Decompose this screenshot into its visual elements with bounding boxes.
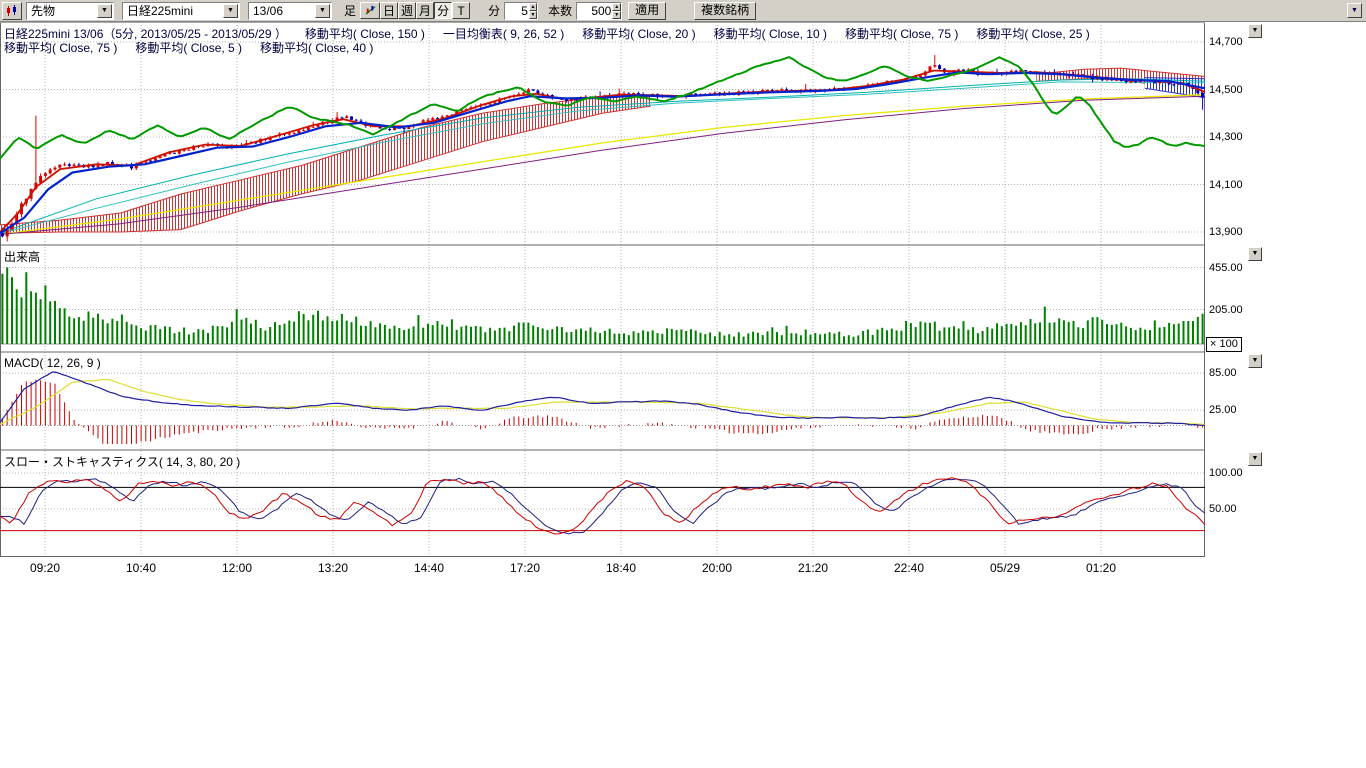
stoch-axis-label: 100.00 xyxy=(1209,467,1253,479)
time-axis-label: 14:40 xyxy=(405,561,453,575)
minute-input[interactable] xyxy=(505,3,529,19)
legend-item: 移動平均( Close, 75 ) xyxy=(845,27,958,41)
time-axis-label: 18:40 xyxy=(597,561,645,575)
price-axis-label: 14,700 xyxy=(1209,36,1253,48)
period-button-T[interactable]: T xyxy=(452,2,470,19)
chevron-down-icon[interactable]: ▼ xyxy=(97,4,112,18)
time-axis-label: 13:20 xyxy=(309,561,357,575)
spin-up-icon[interactable]: ▲ xyxy=(612,3,621,11)
chart-window-button[interactable] xyxy=(2,2,22,20)
time-axis-label: 20:00 xyxy=(693,561,741,575)
symbol-value: 日経225mini xyxy=(123,2,223,19)
volume-axis-label: 455.00 xyxy=(1209,262,1253,274)
macd-panel-label: MACD( 12, 26, 9 ) xyxy=(4,356,101,370)
time-axis-label: 17:20 xyxy=(501,561,549,575)
macd-axis-label: 85.00 xyxy=(1209,367,1253,379)
chevron-down-icon[interactable]: ▼ xyxy=(223,4,238,18)
macd-axis-label: 25.00 xyxy=(1209,404,1253,416)
period-button-月[interactable]: 月 xyxy=(416,2,434,19)
legend-item: 移動平均( Close, 25 ) xyxy=(976,27,1089,41)
time-axis-label: 22:40 xyxy=(885,561,933,575)
main-toolbar: 先物 ▼ 日経225mini ▼ 13/06 ▼ 足 日週月分T 分 ▲ ▼ 本… xyxy=(0,0,1366,22)
stoch-panel-label: スロー・ストキャスティクス( 14, 3, 80, 20 ) xyxy=(4,453,240,470)
bar-count-spinner: ▲ ▼ xyxy=(576,2,622,20)
chevron-down-icon[interactable]: ▼ xyxy=(315,4,330,18)
period-button-週[interactable]: 週 xyxy=(398,2,416,19)
period-button-分[interactable]: 分 xyxy=(434,2,452,19)
volume-panel-label: 出来高 xyxy=(4,248,40,265)
toolbar-corner-menu-button[interactable]: ▼ xyxy=(1347,3,1362,18)
legend-item: 移動平均( Close, 5 ) xyxy=(135,41,242,55)
bar-type-label: 足 xyxy=(344,2,356,19)
candle-period-icon-button[interactable] xyxy=(360,2,380,19)
price-axis-label: 14,300 xyxy=(1209,131,1253,143)
spin-down-icon[interactable]: ▼ xyxy=(529,11,537,19)
price-axis-label: 14,500 xyxy=(1209,84,1253,96)
instrument-type-select[interactable]: 先物 ▼ xyxy=(26,2,114,20)
instrument-type-value: 先物 xyxy=(27,2,97,19)
stoch-axis-label: 50.00 xyxy=(1209,503,1253,515)
volume-multiplier-badge: × 100 xyxy=(1206,337,1242,352)
time-axis-label: 21:20 xyxy=(789,561,837,575)
legend-item: 移動平均( Close, 75 ) xyxy=(4,41,117,55)
bar-count-label: 本数 xyxy=(548,2,572,19)
period-button-日[interactable]: 日 xyxy=(380,2,398,19)
volume-panel-menu-button[interactable]: ▼ xyxy=(1248,247,1262,261)
minute-spinner: ▲ ▼ xyxy=(504,2,538,20)
legend-item: 移動平均( Close, 10 ) xyxy=(714,27,827,41)
period-button-group: 日週月分T xyxy=(380,2,470,19)
legend-item: 一目均衡表( 9, 26, 52 ) xyxy=(443,27,564,41)
candlestick-icon xyxy=(6,5,18,17)
spin-up-icon[interactable]: ▲ xyxy=(529,3,537,11)
stoch-panel-menu-button[interactable]: ▼ xyxy=(1248,452,1262,466)
contract-month-value: 13/06 xyxy=(249,4,315,18)
time-axis-label: 09:20 xyxy=(21,561,69,575)
price-axis-label: 14,100 xyxy=(1209,179,1253,191)
apply-button[interactable]: 適用 xyxy=(628,2,666,20)
bar-count-input[interactable] xyxy=(577,3,612,19)
time-axis-label: 05/29 xyxy=(981,561,1029,575)
spin-down-icon[interactable]: ▼ xyxy=(612,11,621,19)
contract-month-select[interactable]: 13/06 ▼ xyxy=(248,2,332,20)
indicator-legend-line2: 移動平均( Close, 75 ) 移動平均( Close, 5 ) 移動平均( C… xyxy=(4,39,391,56)
time-axis-label: 01:20 xyxy=(1077,561,1125,575)
time-axis-label: 10:40 xyxy=(117,561,165,575)
macd-panel-menu-button[interactable]: ▼ xyxy=(1248,354,1262,368)
price-panel-menu-button[interactable]: ▼ xyxy=(1248,24,1262,38)
price-axis-label: 13,900 xyxy=(1209,226,1253,238)
volume-axis-label: 205.00 xyxy=(1209,304,1253,316)
mini-chart-icon xyxy=(365,4,376,15)
time-axis-label: 12:00 xyxy=(213,561,261,575)
legend-item: 移動平均( Close, 20 ) xyxy=(582,27,695,41)
legend-item: 移動平均( Close, 40 ) xyxy=(260,41,373,55)
chart-area: 日経225mini 13/06（5分, 2013/05/25 - 2013/05… xyxy=(0,22,1366,584)
minute-label: 分 xyxy=(488,2,500,19)
multi-symbol-button[interactable]: 複数銘柄 xyxy=(694,2,756,20)
chart-plot[interactable] xyxy=(0,22,1366,559)
symbol-select[interactable]: 日経225mini ▼ xyxy=(122,2,240,20)
